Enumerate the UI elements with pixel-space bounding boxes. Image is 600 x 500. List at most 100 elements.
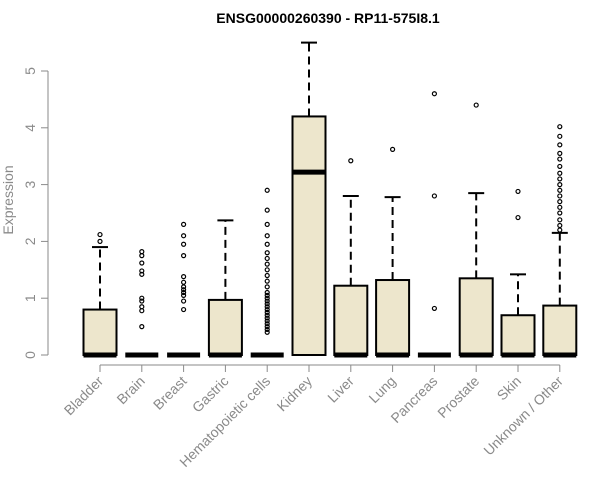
outlier-point — [557, 204, 563, 210]
outlier-point — [557, 182, 563, 188]
y-tick-label: 0 — [22, 351, 38, 359]
x-tick-label: Brain — [113, 373, 147, 407]
outlier-point — [557, 193, 563, 199]
box-gastric — [207, 219, 243, 358]
box-body — [82, 308, 118, 356]
box-kidney — [291, 41, 327, 356]
y-tick-label: 2 — [22, 237, 38, 245]
outlier-point — [264, 318, 270, 324]
outlier-point — [97, 238, 103, 244]
box-body — [333, 284, 369, 357]
outlier-point — [139, 324, 145, 330]
outlier-point — [264, 267, 270, 273]
outlier-point — [557, 150, 563, 156]
outlier-point — [181, 241, 187, 247]
outlier-point — [264, 295, 270, 301]
outlier-point — [264, 304, 270, 310]
box-body — [207, 298, 243, 356]
y-tick-label: 1 — [22, 294, 38, 302]
box-body — [500, 314, 536, 356]
outlier-point — [181, 274, 187, 280]
outlier-point — [139, 268, 145, 274]
outlier-point — [139, 298, 145, 304]
outlier-point — [264, 326, 270, 333]
outlier-point — [557, 170, 563, 176]
outlier-point — [390, 146, 396, 152]
outlier-point — [348, 158, 354, 164]
x-tick-label: Lung — [365, 373, 398, 406]
outlier-point — [264, 312, 270, 318]
box-body — [458, 277, 494, 357]
outlier-point — [181, 233, 187, 239]
outlier-point — [557, 222, 563, 229]
outlier-point — [557, 227, 563, 233]
outlier-point — [557, 210, 563, 216]
outlier-point — [181, 221, 187, 227]
box-liver — [333, 158, 369, 358]
outlier-point — [431, 193, 437, 199]
box-prostate — [458, 102, 494, 358]
outlier-point — [139, 260, 145, 266]
outlier-point — [181, 289, 187, 296]
outlier-point — [557, 217, 563, 223]
outlier-point — [139, 304, 145, 310]
outlier-point — [264, 309, 270, 315]
box-body — [542, 304, 578, 357]
x-tick-label: Skin — [494, 373, 525, 404]
outlier-point — [264, 207, 270, 213]
outlier-point — [264, 324, 270, 330]
boxes-group — [82, 41, 578, 358]
box-pancreas — [417, 91, 451, 358]
x-tick-label: Kidney — [274, 373, 316, 415]
x-tick-label: Breast — [150, 373, 190, 413]
outlier-point — [557, 187, 563, 193]
outlier-point — [264, 261, 270, 267]
outlier-point — [557, 133, 563, 139]
x-tick-label: Bladder — [61, 373, 107, 419]
outlier-point — [264, 272, 270, 279]
outlier-point — [264, 292, 270, 298]
outlier-point — [264, 284, 270, 290]
outlier-point — [139, 295, 145, 301]
box-body — [291, 115, 327, 356]
outlier-point — [515, 188, 521, 195]
outlier-point — [264, 321, 270, 327]
outlier-point — [181, 279, 187, 285]
outlier-point — [264, 187, 270, 193]
outlier-point — [473, 102, 479, 108]
outlier-point — [557, 199, 563, 205]
y-axis: 0 1 2 3 4 5 — [22, 67, 49, 359]
outlier-point — [557, 163, 563, 170]
outlier-point — [264, 301, 270, 307]
chart-title: ENSG00000260390 - RP11-575I8.1 — [216, 10, 440, 26]
x-tick-label: Liver — [324, 373, 357, 406]
outlier-point — [431, 91, 437, 97]
box-bladder — [82, 231, 118, 358]
outlier-point — [264, 250, 270, 256]
outlier-point — [181, 306, 187, 313]
y-tick-label: 5 — [22, 67, 38, 75]
outlier-point — [264, 278, 270, 284]
outlier-point — [264, 255, 270, 262]
outlier-point — [431, 305, 437, 312]
outlier-point — [557, 176, 563, 182]
outlier-point — [264, 315, 270, 321]
box-skin — [500, 188, 536, 358]
box-brain — [125, 249, 159, 358]
outlier-point — [264, 306, 270, 313]
outlier-point — [515, 214, 521, 221]
x-tick-label: Prostate — [434, 373, 482, 421]
y-axis-label: Expression — [0, 165, 16, 234]
y-tick-label: 3 — [22, 180, 38, 188]
y-tick-label: 4 — [22, 124, 38, 132]
box-unknown-other — [542, 124, 578, 358]
outlier-point — [181, 287, 187, 293]
outlier-point — [264, 233, 270, 239]
outlier-point — [181, 253, 187, 259]
x-tick-label: Unknown / Other — [480, 373, 566, 459]
outlier-point — [97, 231, 103, 238]
box-hematopoietic-cells — [250, 187, 284, 358]
outlier-point — [181, 292, 187, 298]
